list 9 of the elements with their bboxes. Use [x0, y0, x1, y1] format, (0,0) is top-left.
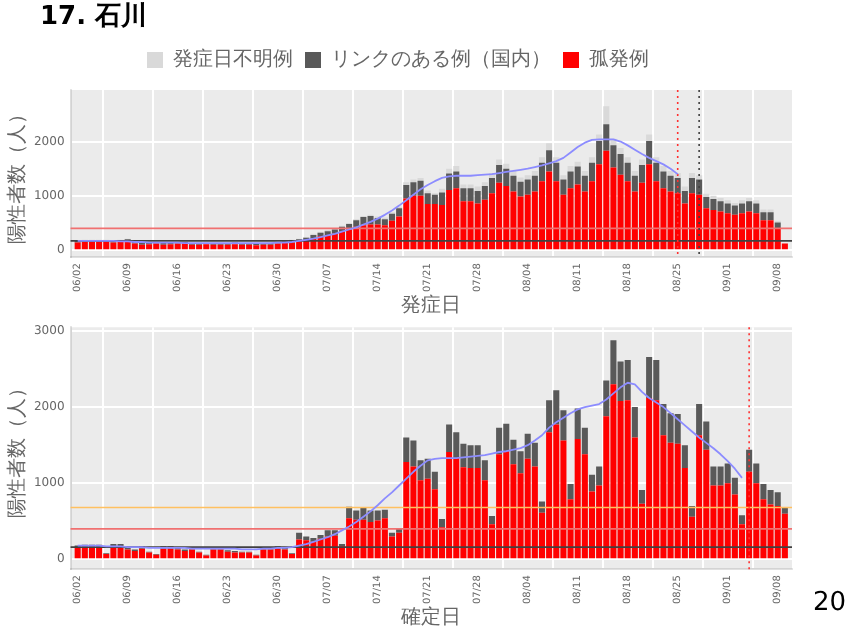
legend-label: 孤発例: [589, 47, 649, 72]
y-axis-title: 陽性者数（人）: [5, 378, 30, 519]
legend-label: 発症日不明例: [173, 47, 293, 72]
x-axis-title: 発症日: [401, 293, 462, 318]
legend-label: リンクのある例（国内）: [331, 47, 551, 72]
chart-title: 17. 石川: [38, 0, 150, 34]
x-axis-title: 確定日: [399, 605, 462, 630]
text: 20: [812, 588, 846, 618]
y-axis-title: 陽性者数（人）: [5, 103, 30, 244]
